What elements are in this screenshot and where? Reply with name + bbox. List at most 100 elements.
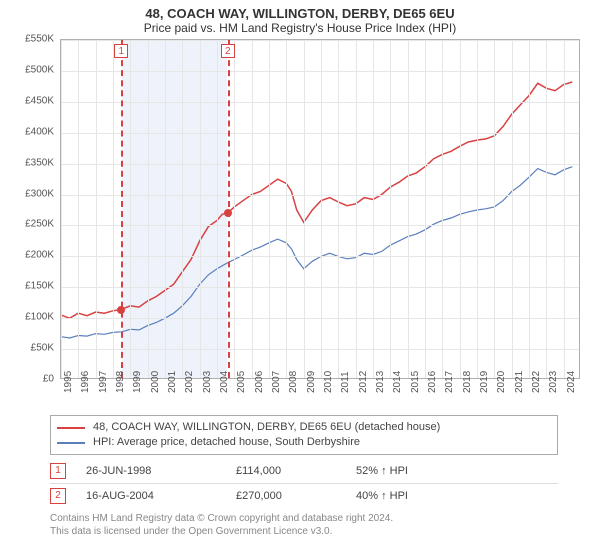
y-tick-label: £550K xyxy=(25,34,54,45)
gridline-v xyxy=(460,40,461,378)
x-tick-label: 2005 xyxy=(236,371,247,393)
gridline-v xyxy=(546,40,547,378)
sale-date: 16-AUG-2004 xyxy=(86,490,236,502)
gridline-v xyxy=(529,40,530,378)
y-tick-label: £50K xyxy=(31,343,54,354)
sale-price: £270,000 xyxy=(236,490,356,502)
x-tick-label: 2000 xyxy=(150,371,161,393)
x-tick-label: 2013 xyxy=(375,371,386,393)
gridline-v xyxy=(130,40,131,378)
gridline-h xyxy=(61,164,579,165)
legend-item: 48, COACH WAY, WILLINGTON, DERBY, DE65 6… xyxy=(57,420,551,435)
gridline-v xyxy=(442,40,443,378)
legend: 48, COACH WAY, WILLINGTON, DERBY, DE65 6… xyxy=(50,415,558,455)
x-tick-label: 2016 xyxy=(427,371,438,393)
gridline-v xyxy=(304,40,305,378)
gridline-v xyxy=(408,40,409,378)
gridline-v xyxy=(373,40,374,378)
sale-event-marker: 2 xyxy=(221,44,235,58)
gridline-v xyxy=(477,40,478,378)
sale-change: 52% ↑ HPI xyxy=(356,465,516,477)
x-tick-label: 1999 xyxy=(132,371,143,393)
x-tick-label: 2012 xyxy=(358,371,369,393)
x-tick-label: 2020 xyxy=(496,371,507,393)
footer-line-2: This data is licensed under the Open Gov… xyxy=(50,525,590,538)
gridline-h xyxy=(61,133,579,134)
sale-dot-icon xyxy=(224,209,232,217)
sale-dot-icon xyxy=(117,306,125,314)
x-tick-label: 2014 xyxy=(392,371,403,393)
x-axis: 1995199619971998199920002001200220032004… xyxy=(60,379,580,409)
x-tick-label: 2022 xyxy=(531,371,542,393)
x-tick-label: 2009 xyxy=(306,371,317,393)
series-line xyxy=(61,167,572,338)
gridline-v xyxy=(494,40,495,378)
y-tick-label: £150K xyxy=(25,281,54,292)
gridline-h xyxy=(61,195,579,196)
x-tick-label: 1997 xyxy=(98,371,109,393)
x-tick-label: 2003 xyxy=(202,371,213,393)
chart-area: £0£50K£100K£150K£200K£250K£300K£350K£400… xyxy=(10,39,590,409)
x-tick-label: 2015 xyxy=(410,371,421,393)
x-tick-label: 2019 xyxy=(479,371,490,393)
gridline-h xyxy=(61,349,579,350)
gridline-v xyxy=(356,40,357,378)
sale-date: 26-JUN-1998 xyxy=(86,465,236,477)
x-tick-label: 1996 xyxy=(80,371,91,393)
x-tick-label: 2007 xyxy=(271,371,282,393)
gridline-v xyxy=(512,40,513,378)
y-tick-label: £250K xyxy=(25,219,54,230)
sale-row: 216-AUG-2004£270,00040% ↑ HPI xyxy=(50,484,558,508)
gridline-h xyxy=(61,287,579,288)
y-tick-label: £100K xyxy=(25,312,54,323)
sale-row-marker: 2 xyxy=(50,488,66,504)
sale-event-marker: 1 xyxy=(114,44,128,58)
x-tick-label: 2023 xyxy=(548,371,559,393)
gridline-v xyxy=(286,40,287,378)
y-tick-label: £300K xyxy=(25,188,54,199)
series-line xyxy=(61,82,572,318)
gridline-v xyxy=(234,40,235,378)
sale-row: 126-JUN-1998£114,00052% ↑ HPI xyxy=(50,459,558,484)
y-axis: £0£50K£100K£150K£200K£250K£300K£350K£400… xyxy=(10,39,58,379)
legend-swatch-icon xyxy=(57,427,85,429)
gridline-v xyxy=(217,40,218,378)
gridline-v xyxy=(338,40,339,378)
gridline-v xyxy=(269,40,270,378)
gridline-h xyxy=(61,318,579,319)
y-tick-label: £200K xyxy=(25,250,54,261)
gridline-v xyxy=(96,40,97,378)
footer-line-1: Contains HM Land Registry data © Crown c… xyxy=(50,512,590,525)
y-tick-label: £450K xyxy=(25,95,54,106)
x-tick-label: 2008 xyxy=(288,371,299,393)
sale-event-line xyxy=(121,40,123,378)
gridline-v xyxy=(564,40,565,378)
x-tick-label: 2024 xyxy=(566,371,577,393)
chart-card: 48, COACH WAY, WILLINGTON, DERBY, DE65 6… xyxy=(0,0,600,560)
gridline-v xyxy=(148,40,149,378)
x-tick-label: 2021 xyxy=(514,371,525,393)
x-tick-label: 2002 xyxy=(184,371,195,393)
plot-area: 12 xyxy=(60,39,580,379)
y-tick-label: £350K xyxy=(25,157,54,168)
legend-item: HPI: Average price, detached house, Sout… xyxy=(57,435,551,450)
x-tick-label: 2018 xyxy=(462,371,473,393)
footer-attribution: Contains HM Land Registry data © Crown c… xyxy=(50,512,590,538)
gridline-v xyxy=(61,40,62,378)
legend-label: 48, COACH WAY, WILLINGTON, DERBY, DE65 6… xyxy=(93,420,440,435)
legend-label: HPI: Average price, detached house, Sout… xyxy=(93,435,360,450)
x-tick-label: 1998 xyxy=(115,371,126,393)
x-tick-label: 2006 xyxy=(254,371,265,393)
x-tick-label: 2001 xyxy=(167,371,178,393)
x-tick-label: 2011 xyxy=(340,371,351,393)
gridline-v xyxy=(182,40,183,378)
x-tick-label: 1995 xyxy=(63,371,74,393)
gridline-h xyxy=(61,71,579,72)
gridline-v xyxy=(200,40,201,378)
gridline-v xyxy=(78,40,79,378)
gridline-h xyxy=(61,225,579,226)
gridline-v xyxy=(425,40,426,378)
chart-title: 48, COACH WAY, WILLINGTON, DERBY, DE65 6… xyxy=(0,0,600,21)
y-tick-label: £500K xyxy=(25,64,54,75)
gridline-v xyxy=(390,40,391,378)
